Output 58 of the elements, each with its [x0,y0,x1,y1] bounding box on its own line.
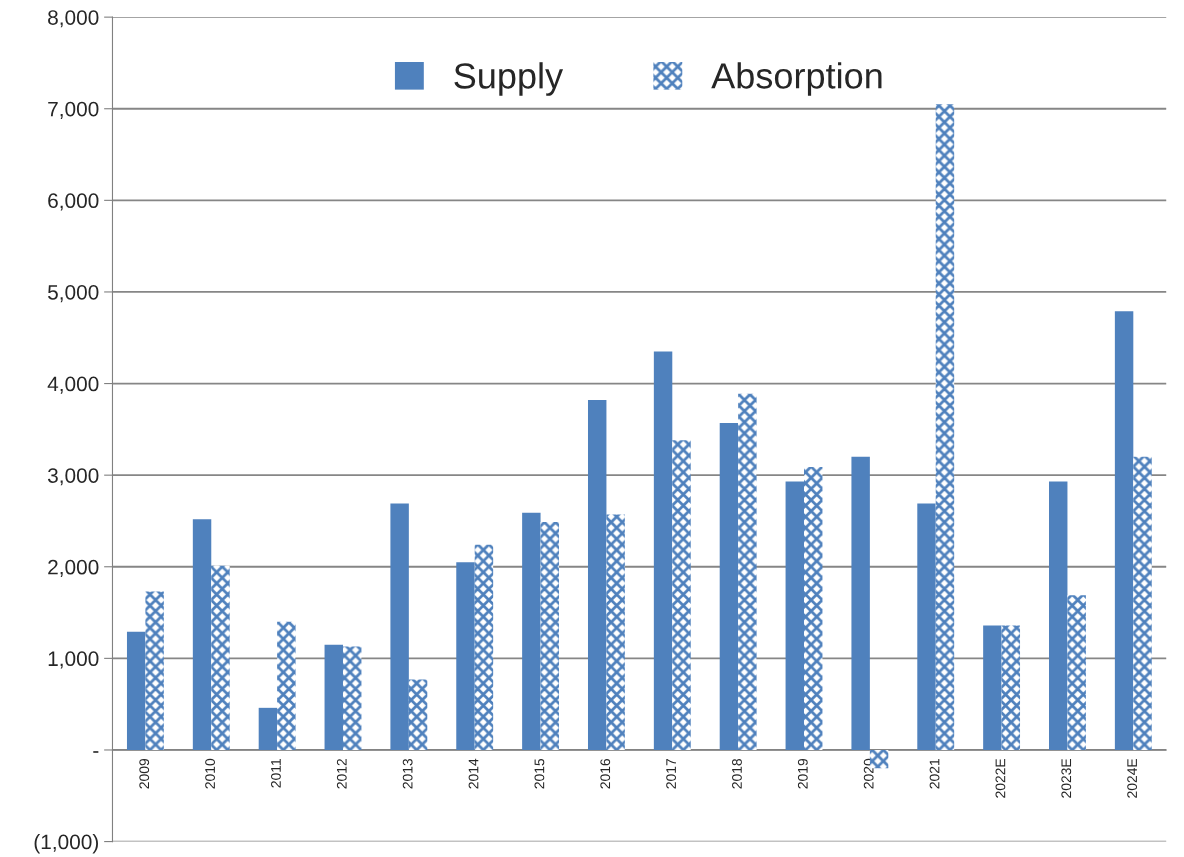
x-tick-label: 2021 [929,758,940,789]
bar [522,512,541,750]
bar [851,456,870,750]
legend-label: Absorption [711,62,882,96]
y-tick-label: 1,000 [48,651,99,669]
bar [456,562,475,750]
bar [1133,456,1152,750]
bar [935,104,955,750]
y-tick-label: 8,000 [48,10,99,28]
x-tick-label: 2011 [271,758,281,788]
bar [653,351,673,750]
bar [983,625,1002,750]
x-tick-label: 2015 [534,758,545,789]
x-tick-label: 2022E [995,758,1006,798]
bar [917,503,936,750]
x-tick-label: 2012 [336,759,347,789]
y-tick-label: 2,000 [48,559,99,577]
x-tick-label: 2023E [1061,758,1072,798]
bar [1067,595,1086,750]
bar [258,707,278,750]
bar [324,644,343,750]
bar [474,544,494,750]
x-tick-label: 2016 [600,758,611,789]
bar [1114,311,1134,750]
y-tick-label: 7,000 [48,101,99,119]
bar [785,481,805,750]
bar [1049,481,1068,750]
y-tick-label: - [93,751,99,753]
bar [408,679,428,750]
bar [192,519,212,750]
y-tick-label: 3,000 [47,468,99,486]
y-tick-label: (1,000) [34,834,98,854]
bar [804,466,823,750]
x-tick-label: 2024E [1127,758,1138,798]
x-tick-label: 2017 [666,759,677,789]
x-tick-label: 2018 [732,758,742,789]
x-tick-label: 2009 [139,758,150,789]
bar [211,565,230,750]
bar [145,591,164,750]
x-tick-label: 2019 [797,758,808,789]
y-tick-label: 4,000 [47,376,99,394]
x-tick-label: 2010 [205,758,215,789]
bar [390,503,409,750]
bar [672,440,691,750]
x-tick-label: 2014 [468,758,479,789]
bar [1001,625,1021,750]
bar [277,621,296,750]
y-tick-label: 6,000 [48,193,99,211]
bar [606,514,625,750]
bar [738,393,757,750]
bar [126,631,146,750]
bar [342,646,362,750]
bar [719,422,739,750]
y-tick-label: 5,000 [47,284,99,303]
bar [587,400,607,750]
bar [540,521,560,750]
legend-label: Supply [454,62,564,96]
x-tick-label: 2013 [402,758,413,789]
